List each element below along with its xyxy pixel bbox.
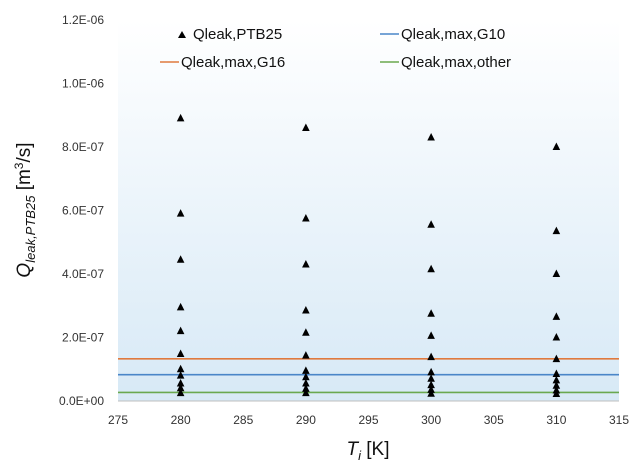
data-point bbox=[427, 220, 435, 228]
data-point bbox=[302, 328, 310, 336]
data-point bbox=[552, 226, 561, 235]
y-axis-label: Qleak,PTB25 [m3/s] bbox=[12, 142, 38, 277]
data-point bbox=[427, 331, 435, 339]
x-tick-label: 295 bbox=[358, 413, 378, 427]
legend-triangle-marker bbox=[178, 31, 186, 38]
data-point bbox=[302, 388, 310, 397]
x-tick-label: 285 bbox=[233, 413, 253, 427]
legend-item-other: Qleak,max,other bbox=[380, 54, 511, 71]
x-tick-label: 300 bbox=[421, 413, 441, 427]
y-tick-labels: 0.0E+00 2.0E-07 4.0E-07 6.0E-07 8.0E-07 1.0E-… bbox=[59, 13, 104, 408]
legend-item-g10: Qleak,max,G10 bbox=[380, 26, 505, 43]
data-point bbox=[176, 326, 185, 335]
legend: Qleak,PTB25 Qleak,max,G10 Qleak,max,G16 … bbox=[160, 26, 511, 71]
data-point bbox=[427, 385, 435, 393]
x-tick-label: 305 bbox=[484, 413, 504, 427]
x-tick-label: 290 bbox=[296, 413, 316, 427]
data-point bbox=[552, 375, 561, 384]
data-point bbox=[302, 351, 310, 359]
data-point bbox=[176, 379, 185, 387]
data-point bbox=[302, 384, 310, 392]
data-point bbox=[302, 259, 310, 268]
x-tick-label: 315 bbox=[609, 413, 629, 427]
data-point bbox=[176, 388, 185, 397]
y-tick-label: 4.0E-07 bbox=[62, 267, 104, 281]
x-axis-label: Ti [K] bbox=[346, 439, 389, 463]
y-tick-label: 1.2E-06 bbox=[62, 13, 104, 27]
x-tick-labels: 275 280 285 290 295 300 305 310 315 bbox=[108, 413, 629, 427]
data-point bbox=[427, 374, 435, 382]
y-tick-label: 2.0E-07 bbox=[62, 331, 104, 345]
data-point bbox=[176, 209, 185, 217]
data-point bbox=[427, 367, 435, 376]
legend-item-g16: Qleak,max,G16 bbox=[160, 54, 285, 71]
data-point bbox=[427, 380, 435, 389]
data-point bbox=[427, 264, 435, 273]
data-point bbox=[302, 379, 310, 387]
data-point bbox=[552, 333, 561, 341]
data-point bbox=[302, 306, 310, 314]
data-point bbox=[176, 383, 185, 392]
data-point bbox=[552, 389, 561, 398]
data-point bbox=[427, 352, 435, 361]
data-point bbox=[176, 302, 185, 311]
legend-label-ptb25: Qleak,PTB25 bbox=[193, 26, 282, 43]
data-point bbox=[176, 349, 185, 358]
data-point bbox=[552, 381, 561, 389]
data-point bbox=[552, 312, 561, 320]
legend-item-ptb25: Qleak,PTB25 bbox=[178, 26, 282, 43]
data-point bbox=[176, 364, 185, 373]
data-point bbox=[552, 269, 561, 277]
data-point bbox=[427, 389, 435, 397]
x-tick-label: 280 bbox=[171, 413, 191, 427]
y-tick-label: 1.0E-06 bbox=[62, 77, 104, 91]
plot-area bbox=[118, 20, 619, 401]
data-point bbox=[302, 366, 310, 374]
data-point bbox=[176, 255, 185, 263]
data-point bbox=[427, 309, 435, 317]
y-tick-label: 6.0E-07 bbox=[62, 204, 104, 218]
x-tick-label: 275 bbox=[108, 413, 128, 427]
y-tick-label: 0.0E+00 bbox=[59, 394, 104, 408]
y-tick-label: 8.0E-07 bbox=[62, 140, 104, 154]
data-point bbox=[552, 369, 561, 378]
data-point bbox=[176, 113, 185, 122]
data-point bbox=[552, 354, 561, 363]
data-points bbox=[176, 113, 561, 398]
legend-label-other: Qleak,max,other bbox=[401, 54, 511, 71]
legend-label-g10: Qleak,max,G10 bbox=[401, 26, 505, 43]
data-point bbox=[552, 142, 561, 150]
data-point bbox=[302, 372, 310, 381]
data-point bbox=[176, 371, 185, 379]
reference-lines bbox=[118, 357, 619, 394]
legend-label-g16: Qleak,max,G16 bbox=[181, 54, 285, 71]
data-point bbox=[427, 132, 435, 141]
x-tick-label: 310 bbox=[546, 413, 566, 427]
data-point bbox=[302, 123, 310, 131]
data-point bbox=[302, 213, 310, 222]
